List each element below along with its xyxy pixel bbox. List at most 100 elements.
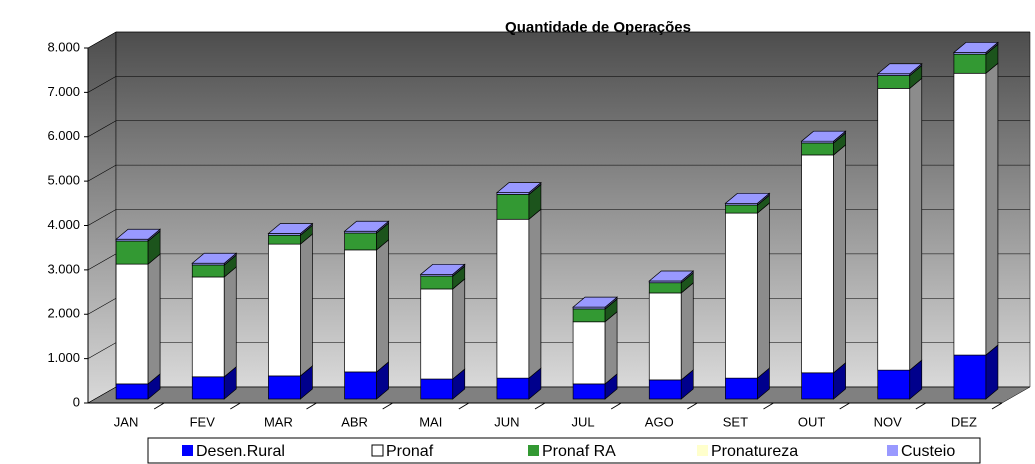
bar-segment [344,232,377,251]
legend-swatch [371,444,384,457]
bar-segment [420,275,454,290]
bar-segment-side [300,233,313,377]
legend-label: Pronaf RA [542,443,616,460]
x-tick-label: NOV [874,414,903,429]
x-tick-label: JUN [494,414,519,429]
bar-segment [877,75,911,89]
x-tick [991,402,1003,410]
bar-top [800,130,847,142]
grid-line [87,164,1030,182]
bars [115,41,999,400]
bar-top [191,252,238,264]
bar-segment [877,88,911,371]
grid-line [87,31,1030,49]
bar-segment-side [833,144,846,374]
bar-segment [725,212,758,379]
bar-segment [115,383,149,400]
x-tick-label: ABR [341,414,368,429]
chart-title: Quantidade de Operações [505,19,691,36]
bar-top [876,63,923,75]
bar-segment-side [528,208,542,379]
x-tick-label: OUT [798,414,826,429]
x-tick [610,402,622,410]
y-tick-label: 5.000 [47,173,80,188]
legend-swatch [528,445,539,456]
x-tick-label: MAI [419,414,442,429]
grid-line [87,120,1030,138]
legend-swatch [887,445,898,456]
bar-segment [115,240,149,265]
bar-segment [496,194,530,220]
bar-segment [191,264,225,278]
bar-top [495,182,542,194]
bar-segment [648,282,682,294]
x-tick [763,402,774,410]
bar-segment [496,377,530,400]
x-tick [306,402,317,410]
bar-segment [572,308,606,323]
x-tick-label: JAN [114,414,139,429]
y-tick-label: 1.000 [47,350,80,365]
x-tick [915,402,927,410]
x-tick-label: SET [723,414,748,429]
bar-top [343,220,390,232]
x-tick [382,402,393,410]
bar-segment [725,377,758,400]
bar-segment [801,372,834,400]
bar-segment-side [909,77,923,371]
x-tick [153,402,165,410]
legend-label: Pronatureza [711,443,798,460]
x-tick-label: JUL [572,414,595,429]
grid-line [87,76,1030,93]
bar-segment [953,72,987,356]
bar-segment-side [147,253,161,385]
bar-segment [953,354,987,400]
bar-segment [496,218,530,379]
legend-items: Desen.Rural Pronaf Pronaf RA Pronatureza Cus… [182,443,955,460]
bar-segment-side [604,311,618,385]
x-tick [534,402,546,410]
x-tick-label: DEZ [951,414,977,429]
bar-segment-side [223,266,237,378]
bar-segment-side [985,62,999,356]
legend-swatch [697,445,708,456]
x-tick [230,402,241,410]
bar-segment [877,369,911,400]
bar-segment [344,371,377,400]
bar-segment [268,234,301,245]
bar-segment-side [680,282,694,381]
bar-top [724,192,771,204]
bar-segment [572,321,606,385]
bar-segment [268,243,301,377]
y-tick-label: 8.000 [47,39,80,54]
legend-label: Custeio [901,443,955,460]
bar-segment [725,204,758,214]
bar-segment [420,378,454,400]
bar-top [952,42,999,53]
bar-top [648,270,695,282]
x-tick [458,402,470,410]
y-tick-label: 7.000 [47,84,80,99]
bar-segment [801,154,834,374]
bar-segment [572,383,606,400]
bar-segment [268,375,301,400]
y-tick-label: 0 [73,394,80,409]
x-tick-label: FEV [190,414,216,429]
legend-swatch [182,445,193,456]
legend [147,437,981,464]
bar-top [419,263,466,275]
y-tick-label: 6.000 [47,128,80,143]
bar-segment [191,376,225,400]
legend-label: Desen.Rural [196,443,285,460]
bar-segment [801,142,834,156]
bar-segment [648,292,682,381]
bar-segment-side [757,202,770,379]
x-tick-label: MAR [264,414,293,429]
bar-segment [420,288,454,380]
bar-segment [191,276,225,378]
bar-segment [953,53,987,74]
y-tick-label: 3.000 [47,261,80,276]
bar-segment [344,249,377,373]
bar-top [572,296,619,308]
